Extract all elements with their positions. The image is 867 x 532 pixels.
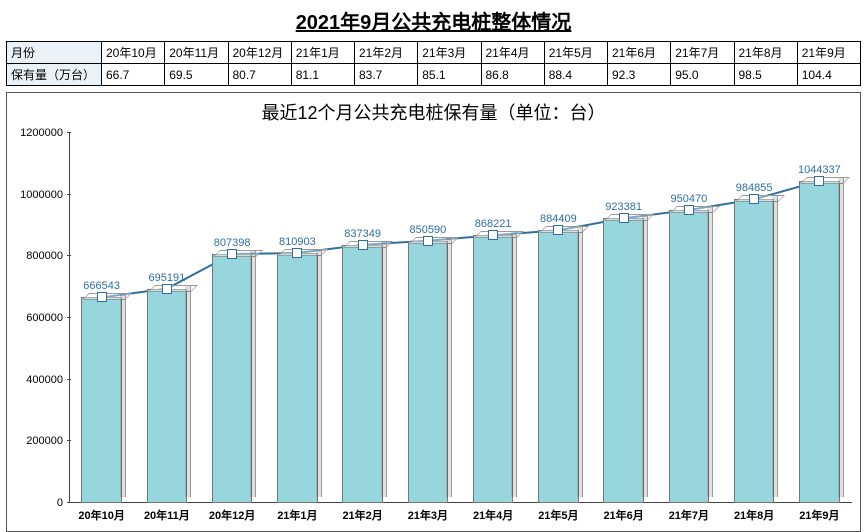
line-marker xyxy=(97,292,107,302)
line-marker xyxy=(358,240,368,250)
bar-value-label: 950470 xyxy=(671,193,708,205)
bar-value-label: 884409 xyxy=(540,213,577,225)
line-marker xyxy=(749,194,759,204)
table-cell: 21年8月 xyxy=(734,42,797,64)
x-tick-label: 20年11月 xyxy=(134,507,199,527)
bar-value-label: 923381 xyxy=(605,201,642,213)
table-cell: 21年4月 xyxy=(481,42,544,64)
table-cell: 104.4 xyxy=(797,64,860,86)
bar: 837349 xyxy=(342,245,382,503)
bar-value-label: 666543 xyxy=(83,280,120,292)
bar: 868221 xyxy=(473,235,513,503)
x-tick-label: 20年10月 xyxy=(69,507,134,527)
table-cell: 21年3月 xyxy=(418,42,481,64)
bar: 1044337 xyxy=(799,181,839,503)
y-tick-label: 600000 xyxy=(26,312,63,324)
bar: 923381 xyxy=(603,218,643,503)
x-tick-label: 21年6月 xyxy=(591,507,656,527)
bar-value-label: 837349 xyxy=(344,228,381,240)
x-tick-label: 20年12月 xyxy=(200,507,265,527)
table-cell: 95.0 xyxy=(671,64,734,86)
x-tick-label: 21年4月 xyxy=(461,507,526,527)
table-cell: 85.1 xyxy=(418,64,481,86)
bar: 807398 xyxy=(212,254,252,503)
table-cell: 88.4 xyxy=(544,64,607,86)
bar-value-label: 807398 xyxy=(214,237,251,249)
line-marker xyxy=(423,236,433,246)
x-tick-label: 21年8月 xyxy=(722,507,787,527)
table-cell: 21年9月 xyxy=(797,42,860,64)
line-marker xyxy=(292,248,302,258)
bar-value-label: 868221 xyxy=(475,218,512,230)
table-row: 保有量（万台） 66.769.580.781.183.785.186.888.4… xyxy=(7,64,861,86)
line-marker xyxy=(162,284,172,294)
line-marker xyxy=(684,205,694,215)
chart-container: 最近12个月公共充电桩保有量（单位：台） 0 200000 400000 600000… xyxy=(6,92,861,532)
page-title: 2021年9月公共充电桩整体情况 xyxy=(6,6,861,35)
plot-area: 666543 695191 807398 810903 837349 850590 8682… xyxy=(69,133,852,503)
line-marker xyxy=(227,249,237,259)
y-tick-label: 1200000 xyxy=(20,127,63,139)
table-cell: 81.1 xyxy=(291,64,354,86)
bar-series: 666543 695191 807398 810903 837349 850590 8682… xyxy=(69,133,852,503)
bar: 884409 xyxy=(538,230,578,503)
bar-value-label: 810903 xyxy=(279,236,316,248)
bar: 666543 xyxy=(81,297,121,503)
line-marker xyxy=(553,225,563,235)
table-cell: 66.7 xyxy=(102,64,165,86)
table-cell: 83.7 xyxy=(355,64,418,86)
line-marker xyxy=(488,230,498,240)
bar-value-label: 1044337 xyxy=(798,164,841,176)
table-row: 月份 20年10月20年11月20年12月21年1月21年2月21年3月21年4… xyxy=(7,42,861,64)
table-cell: 92.3 xyxy=(608,64,671,86)
y-tick-label: 1000000 xyxy=(20,189,63,201)
x-tick-label: 21年7月 xyxy=(656,507,721,527)
table-cell: 98.5 xyxy=(734,64,797,86)
y-tick-label: 800000 xyxy=(26,250,63,262)
x-tick-label: 21年2月 xyxy=(330,507,395,527)
y-axis: 020000040000060000080000010000001200000 xyxy=(7,133,67,503)
x-tick-label: 21年1月 xyxy=(265,507,330,527)
table-cell: 21年7月 xyxy=(671,42,734,64)
table-cell: 20年10月 xyxy=(102,42,165,64)
table-cell: 21年5月 xyxy=(544,42,607,64)
bar: 695191 xyxy=(147,289,187,503)
values-header: 保有量（万台） xyxy=(7,64,102,86)
bar-value-label: 984855 xyxy=(736,182,773,194)
y-tick-label: 200000 xyxy=(26,435,63,447)
x-axis: 20年10月20年11月20年12月21年1月21年2月21年3月21年4月21… xyxy=(69,507,852,527)
months-header: 月份 xyxy=(7,42,102,64)
bar: 984855 xyxy=(734,199,774,503)
table-cell: 86.8 xyxy=(481,64,544,86)
chart-title: 最近12个月公共充电桩保有量（单位：台） xyxy=(7,99,860,125)
table-cell: 80.7 xyxy=(228,64,291,86)
table-cell: 20年11月 xyxy=(165,42,228,64)
x-tick-label: 21年9月 xyxy=(787,507,852,527)
line-marker xyxy=(619,213,629,223)
summary-table: 月份 20年10月20年11月20年12月21年1月21年2月21年3月21年4… xyxy=(6,41,861,86)
line-marker xyxy=(814,176,824,186)
table-cell: 21年2月 xyxy=(355,42,418,64)
bar: 950470 xyxy=(669,210,709,503)
table-cell: 21年6月 xyxy=(608,42,671,64)
table-cell: 20年12月 xyxy=(228,42,291,64)
bar: 810903 xyxy=(277,253,317,503)
bar-value-label: 850590 xyxy=(410,224,447,236)
bar: 850590 xyxy=(408,241,448,503)
table-cell: 21年1月 xyxy=(291,42,354,64)
bar-value-label: 695191 xyxy=(149,272,186,284)
x-tick-label: 21年5月 xyxy=(526,507,591,527)
table-cell: 69.5 xyxy=(165,64,228,86)
y-tick-label: 0 xyxy=(57,497,63,509)
x-tick-label: 21年3月 xyxy=(395,507,460,527)
y-tick-label: 400000 xyxy=(26,374,63,386)
